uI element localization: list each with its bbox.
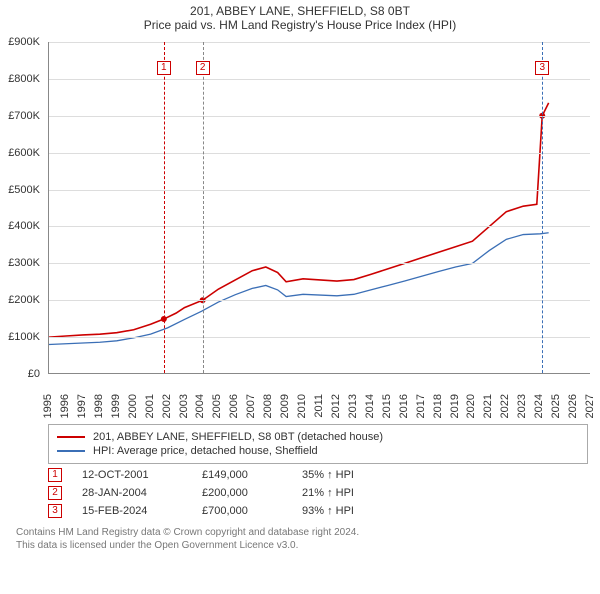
y-axis-label: £800K bbox=[8, 73, 40, 85]
y-axis-label: £700K bbox=[8, 110, 40, 122]
sale-row: 2 28-JAN-2004 £200,000 21% ↑ HPI bbox=[48, 486, 588, 500]
y-axis-label: £100K bbox=[8, 331, 40, 343]
y-axis-label: £400K bbox=[8, 220, 40, 232]
x-axis-label: 2018 bbox=[432, 394, 444, 418]
series-line bbox=[49, 103, 549, 337]
x-axis-label: 1996 bbox=[59, 394, 71, 418]
x-axis-label: 2027 bbox=[584, 394, 596, 418]
x-axis-label: 2011 bbox=[313, 394, 325, 418]
sale-date: 12-OCT-2001 bbox=[82, 469, 182, 481]
sale-delta: 93% ↑ HPI bbox=[302, 505, 354, 517]
gridline-h bbox=[49, 153, 590, 154]
sale-delta: 21% ↑ HPI bbox=[302, 487, 354, 499]
marker-vline bbox=[203, 42, 204, 373]
legend-swatch bbox=[57, 436, 85, 438]
footer-line-1: Contains HM Land Registry data © Crown c… bbox=[16, 526, 588, 539]
legend-row: 201, ABBEY LANE, SHEFFIELD, S8 0BT (deta… bbox=[57, 431, 579, 443]
x-axis-label: 2001 bbox=[144, 394, 156, 418]
x-axis-label: 2012 bbox=[330, 394, 342, 418]
x-axis-label: 1995 bbox=[42, 394, 54, 418]
y-axis-label: £600K bbox=[8, 147, 40, 159]
x-axis-label: 2015 bbox=[381, 394, 393, 418]
chart-subtitle: Price paid vs. HM Land Registry's House … bbox=[0, 18, 600, 32]
legend-row: HPI: Average price, detached house, Shef… bbox=[57, 445, 579, 457]
sale-date: 15-FEB-2024 bbox=[82, 505, 182, 517]
legend-label: 201, ABBEY LANE, SHEFFIELD, S8 0BT (deta… bbox=[93, 431, 383, 443]
sale-index-box: 2 bbox=[48, 486, 62, 500]
x-axis-label: 2010 bbox=[296, 394, 308, 418]
x-axis-label: 2007 bbox=[245, 394, 257, 418]
x-axis-label: 2019 bbox=[449, 394, 461, 418]
line-series-svg bbox=[49, 42, 590, 373]
plot-region: 1 2 3 bbox=[48, 42, 590, 374]
y-axis-label: £500K bbox=[8, 184, 40, 196]
sale-price: £200,000 bbox=[202, 487, 282, 499]
x-axis-label: 2020 bbox=[465, 394, 477, 418]
x-axis-label: 2024 bbox=[533, 394, 545, 418]
x-axis-label: 2003 bbox=[178, 394, 190, 418]
sale-delta: 35% ↑ HPI bbox=[302, 469, 354, 481]
gridline-h bbox=[49, 226, 590, 227]
x-axis-label: 2008 bbox=[262, 394, 274, 418]
marker-vline bbox=[542, 42, 543, 373]
x-axis-label: 2026 bbox=[567, 394, 579, 418]
x-axis-label: 1999 bbox=[110, 394, 122, 418]
x-axis-label: 2009 bbox=[279, 394, 291, 418]
x-axis-label: 2004 bbox=[194, 394, 206, 418]
x-axis-label: 2005 bbox=[211, 394, 223, 418]
gridline-h bbox=[49, 116, 590, 117]
marker-box: 2 bbox=[196, 61, 210, 75]
marker-box: 1 bbox=[157, 61, 171, 75]
footer-line-2: This data is licensed under the Open Gov… bbox=[16, 539, 588, 552]
sale-row: 1 12-OCT-2001 £149,000 35% ↑ HPI bbox=[48, 468, 588, 482]
chart-title: 201, ABBEY LANE, SHEFFIELD, S8 0BT bbox=[0, 4, 600, 18]
marker-box: 3 bbox=[535, 61, 549, 75]
x-axis-label: 2013 bbox=[347, 394, 359, 418]
y-axis-label: £300K bbox=[8, 257, 40, 269]
series-line bbox=[49, 233, 549, 345]
x-axis-label: 2022 bbox=[499, 394, 511, 418]
x-axis-label: 2002 bbox=[161, 394, 173, 418]
gridline-h bbox=[49, 337, 590, 338]
footer-text: Contains HM Land Registry data © Crown c… bbox=[16, 526, 588, 552]
sale-index-box: 3 bbox=[48, 504, 62, 518]
gridline-h bbox=[49, 300, 590, 301]
legend-label: HPI: Average price, detached house, Shef… bbox=[93, 445, 318, 457]
x-axis-label: 2014 bbox=[364, 394, 376, 418]
x-axis-label: 2025 bbox=[550, 394, 562, 418]
y-axis-label: £0 bbox=[28, 368, 40, 380]
sale-index-box: 1 bbox=[48, 468, 62, 482]
legend: 201, ABBEY LANE, SHEFFIELD, S8 0BT (deta… bbox=[48, 424, 588, 464]
y-axis-label: £900K bbox=[8, 36, 40, 48]
sale-row: 3 15-FEB-2024 £700,000 93% ↑ HPI bbox=[48, 504, 588, 518]
sale-price: £700,000 bbox=[202, 505, 282, 517]
x-axis-label: 2023 bbox=[516, 394, 528, 418]
x-axis-label: 1997 bbox=[76, 394, 88, 418]
marker-vline bbox=[164, 42, 165, 373]
x-axis-label: 2017 bbox=[415, 394, 427, 418]
sales-table: 1 12-OCT-2001 £149,000 35% ↑ HPI 2 28-JAN-200… bbox=[48, 468, 588, 518]
y-axis-label: £200K bbox=[8, 294, 40, 306]
x-axis-label: 1998 bbox=[93, 394, 105, 418]
x-axis-label: 2016 bbox=[398, 394, 410, 418]
legend-swatch bbox=[57, 450, 85, 452]
chart-area: 1 2 3 £0 £100K £200K £300K £400K £500K £600K £700… bbox=[0, 38, 600, 418]
gridline-h bbox=[49, 263, 590, 264]
gridline-h bbox=[49, 190, 590, 191]
sale-price: £149,000 bbox=[202, 469, 282, 481]
x-axis-label: 2021 bbox=[482, 394, 494, 418]
x-axis-label: 2000 bbox=[127, 394, 139, 418]
gridline-h bbox=[49, 79, 590, 80]
x-axis-label: 2006 bbox=[228, 394, 240, 418]
gridline-h bbox=[49, 42, 590, 43]
sale-date: 28-JAN-2004 bbox=[82, 487, 182, 499]
